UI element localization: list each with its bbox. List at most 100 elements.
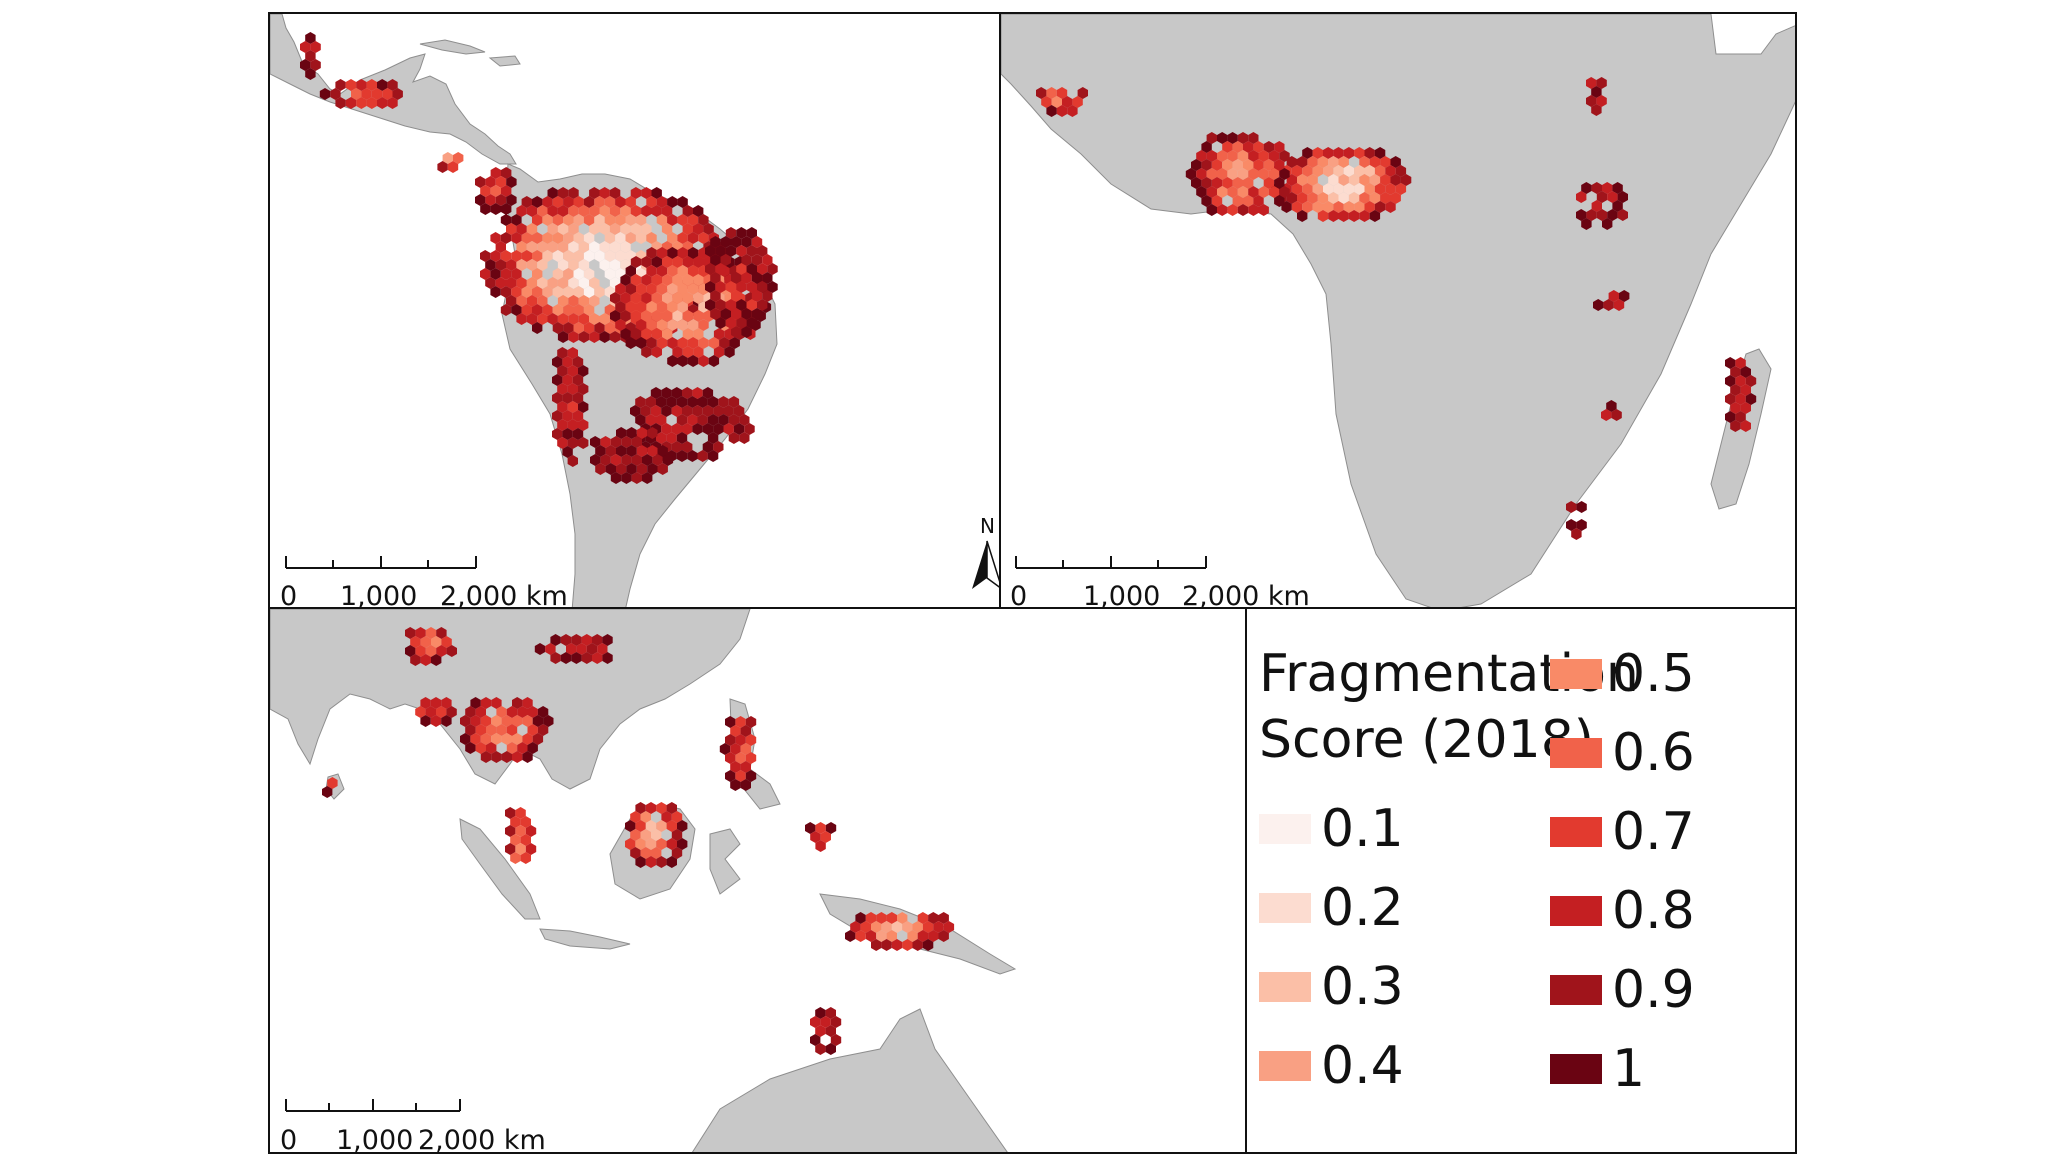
hex-cell [1307, 192, 1318, 204]
hex-cell [736, 263, 747, 275]
hex-cell [656, 247, 668, 259]
hex-cell [825, 1025, 836, 1037]
hex-cell [1385, 165, 1396, 177]
hex-cell [578, 313, 590, 325]
hex-cell [1338, 210, 1349, 222]
hex-cell [485, 176, 496, 188]
hex-cell [583, 250, 595, 262]
hex-cell [599, 187, 610, 199]
hex-cell [1735, 393, 1746, 405]
hex-cell [1222, 177, 1233, 189]
legend-label: 1 [1612, 1039, 1646, 1099]
hex-cell [1268, 168, 1280, 180]
hex-cell [410, 654, 421, 666]
hex-cell [525, 843, 537, 855]
hex-cell [604, 322, 616, 334]
hex-cell [599, 241, 610, 253]
hex-cell [1369, 174, 1381, 186]
hex-cell [736, 299, 747, 311]
hex-cell [1227, 168, 1238, 180]
hex-cell [1369, 156, 1381, 168]
hex-cell [578, 419, 589, 431]
hex-cell [465, 724, 476, 736]
hex-cell [335, 79, 346, 91]
hex-cell [666, 820, 677, 832]
legend-label: 0.2 [1321, 878, 1404, 938]
hex-cell [557, 295, 569, 307]
hex-cell [1596, 191, 1608, 203]
hex-cell [491, 715, 502, 727]
hex-cell [725, 281, 737, 293]
hex-cell [1581, 218, 1592, 230]
hex-cell [651, 310, 662, 322]
hex-cell [693, 310, 704, 322]
hex-cell [562, 410, 573, 422]
hex-cell [630, 310, 642, 322]
hex-cell [731, 272, 742, 284]
hex-cell [845, 930, 856, 942]
hex-cell [600, 454, 611, 466]
hex-cell [366, 79, 377, 91]
hex-cell [677, 196, 688, 208]
hex-cell [552, 214, 564, 226]
hex-cell [552, 196, 564, 208]
hex-cell [583, 232, 595, 244]
hex-cell [1745, 375, 1757, 387]
hex-cell [1612, 182, 1623, 194]
hex-cell [441, 636, 452, 648]
hex-cell [646, 196, 657, 208]
hex-cell [592, 634, 603, 646]
hex-cell [425, 706, 436, 718]
hex-cell [677, 232, 688, 244]
hex-cell [1046, 87, 1057, 99]
hex-cell [751, 272, 763, 284]
hex-cell [537, 241, 548, 253]
hex-cell [662, 454, 674, 466]
hex-cell [891, 939, 903, 951]
hex-cell [602, 652, 613, 664]
hex-cell [736, 227, 747, 239]
hex-cell [387, 79, 398, 91]
hex-cell [662, 328, 673, 340]
hex-cell [532, 196, 543, 208]
hex-cell [371, 88, 383, 100]
hex-cell [1263, 177, 1275, 189]
hex-cell [460, 715, 471, 727]
hex-cell [1608, 290, 1619, 302]
hex-cell [651, 205, 662, 217]
hex-cell [645, 856, 657, 868]
hex-cell [562, 392, 573, 404]
hex-cell [1591, 200, 1602, 212]
hex-cell [682, 328, 694, 340]
hex-cell [692, 387, 703, 399]
legend-label: 0.6 [1612, 723, 1695, 783]
hex-cell [725, 716, 736, 728]
hex-cell [562, 356, 573, 368]
hex-cell [1201, 141, 1212, 153]
hex-cell [1390, 192, 1401, 204]
hex-cell [543, 715, 554, 727]
hex-cell [671, 387, 682, 399]
hex-cell [501, 185, 512, 197]
hex-cell [645, 838, 657, 850]
hex-cell [616, 445, 627, 457]
hex-cell [713, 423, 724, 435]
legend-label: 0.1 [1321, 799, 1404, 859]
hex-cell [713, 405, 724, 417]
hex-cell [522, 697, 533, 709]
hex-cell [733, 405, 745, 417]
hex-cell [647, 445, 658, 457]
hex-cell [512, 751, 523, 763]
hex-cell [708, 355, 720, 367]
hex-cell [666, 802, 677, 814]
hex-cell [615, 196, 626, 208]
hex-cell [589, 187, 600, 199]
hex-cell [1253, 195, 1264, 207]
hex-cell [1307, 156, 1318, 168]
hex-cell [437, 161, 448, 173]
hex-cell [620, 328, 631, 340]
hex-cell [1369, 192, 1381, 204]
hex-cell [1222, 159, 1233, 171]
hex-cell [542, 232, 553, 244]
hex-cell [662, 292, 673, 304]
